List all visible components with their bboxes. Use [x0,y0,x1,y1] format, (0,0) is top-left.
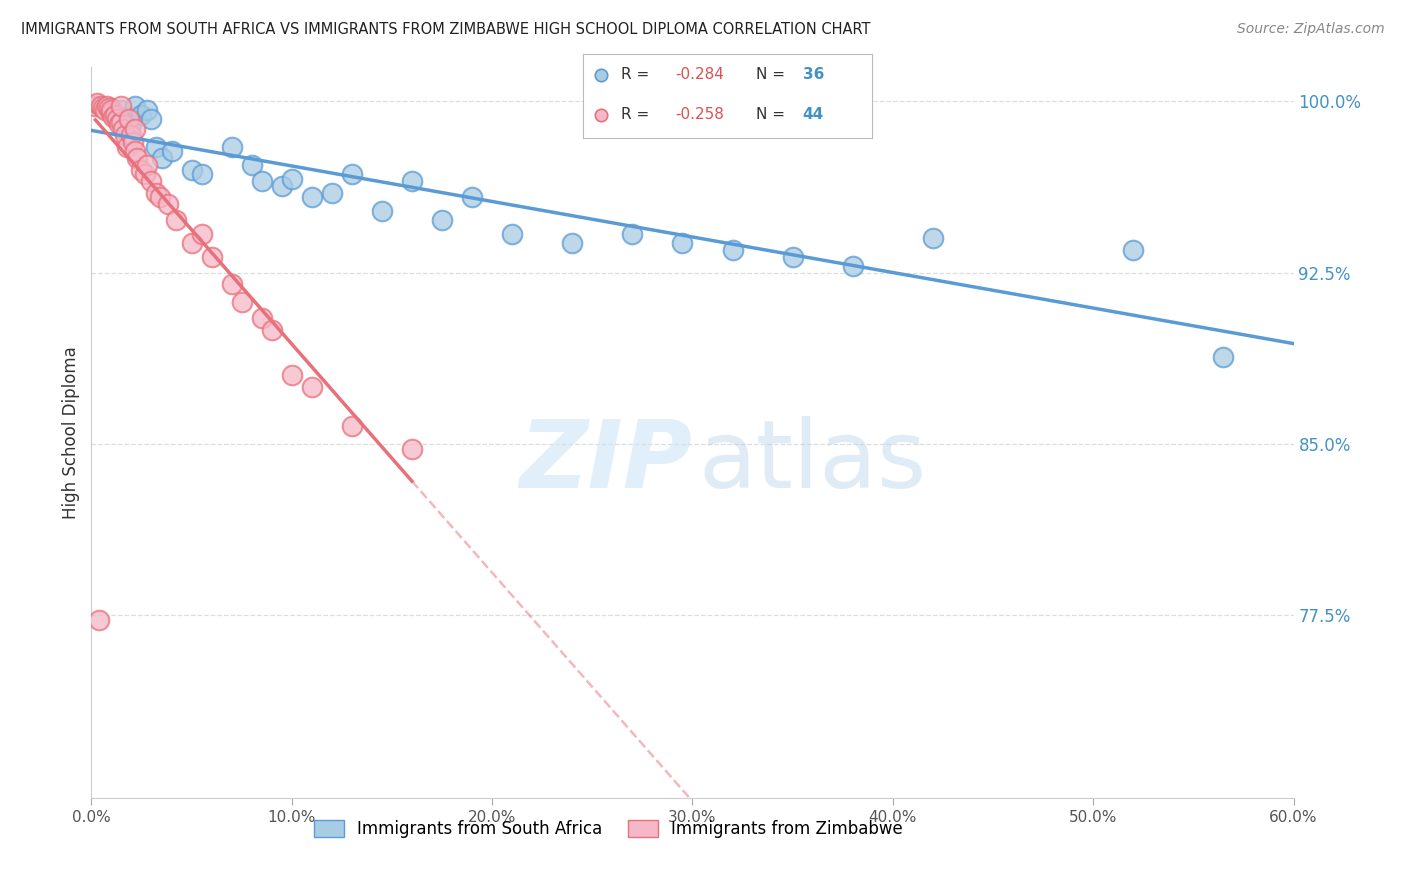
Point [136,103,159,118]
Point [180,162,202,177]
Point [100,103,122,118]
Text: Source: ZipAtlas.com: Source: ZipAtlas.com [1237,22,1385,37]
Point [148,190,170,204]
Point [117,140,139,154]
Point [501,227,523,241]
Point [131,108,153,122]
Point [145,140,167,154]
Point [221,140,243,154]
Point [90,99,112,113]
Point [260,323,283,337]
Point [93,101,115,115]
Point [240,158,263,172]
Point [98,101,121,115]
Point [401,174,423,188]
Point [561,235,583,250]
Point [145,186,167,200]
Point [150,151,173,165]
Point [156,197,179,211]
Point [281,368,304,383]
Text: -0.284: -0.284 [676,67,724,82]
Point [96,99,118,113]
Point [250,174,273,188]
Point [84,99,107,113]
Point [190,227,212,241]
Point [401,442,423,456]
Point [1122,243,1144,257]
Point [165,213,187,227]
Point [340,167,363,181]
Point [90,99,112,113]
Point [112,121,135,136]
Point [103,110,125,124]
Point [107,112,129,127]
Point [124,145,146,159]
Point [270,178,292,193]
Point [141,112,163,127]
Point [114,128,136,143]
Point [118,112,141,127]
Text: -0.258: -0.258 [676,107,724,122]
Text: N =: N = [756,107,790,122]
Point [127,151,149,165]
Point [124,121,146,136]
Point [121,128,143,143]
Point [141,174,163,188]
Text: R =: R = [621,67,654,82]
Point [100,105,122,120]
Point [110,114,132,128]
Text: ZIP: ZIP [520,416,692,508]
Point [461,190,484,204]
Point [589,107,612,121]
Point [122,136,145,150]
Point [89,613,111,627]
Point [121,117,143,131]
Text: atlas: atlas [699,416,927,508]
Point [117,110,139,124]
Point [94,103,117,118]
Point [124,99,146,113]
Point [922,231,945,245]
Point [430,213,453,227]
Point [160,145,183,159]
Point [371,203,394,218]
Text: R =: R = [621,107,654,122]
Point [110,99,132,113]
Point [104,108,127,122]
Text: IMMIGRANTS FROM SOUTH AFRICA VS IMMIGRANTS FROM ZIMBABWE HIGH SCHOOL DIPLOMA COR: IMMIGRANTS FROM SOUTH AFRICA VS IMMIGRAN… [21,22,870,37]
Point [180,235,202,250]
Text: N =: N = [756,67,790,82]
Point [1212,350,1234,364]
Point [281,172,304,186]
Legend: Immigrants from South Africa, Immigrants from Zimbabwe: Immigrants from South Africa, Immigrants… [308,814,910,845]
Point [721,243,744,257]
Point [86,96,108,111]
Point [589,68,612,82]
Text: 36: 36 [803,67,824,82]
Point [301,380,323,394]
Point [671,235,693,250]
Point [110,103,132,118]
Point [190,167,212,181]
Point [131,162,153,177]
Text: 44: 44 [803,107,824,122]
Point [201,250,224,264]
Y-axis label: High School Diploma: High School Diploma [62,346,80,519]
Point [621,227,644,241]
Point [782,250,804,264]
Point [841,259,863,273]
Point [100,101,122,115]
Point [321,186,343,200]
Point [108,117,131,131]
Point [134,167,156,181]
Point [231,295,253,310]
Point [301,190,323,204]
Point [136,158,159,172]
Point [221,277,243,291]
Point [250,311,273,326]
Point [340,418,363,433]
